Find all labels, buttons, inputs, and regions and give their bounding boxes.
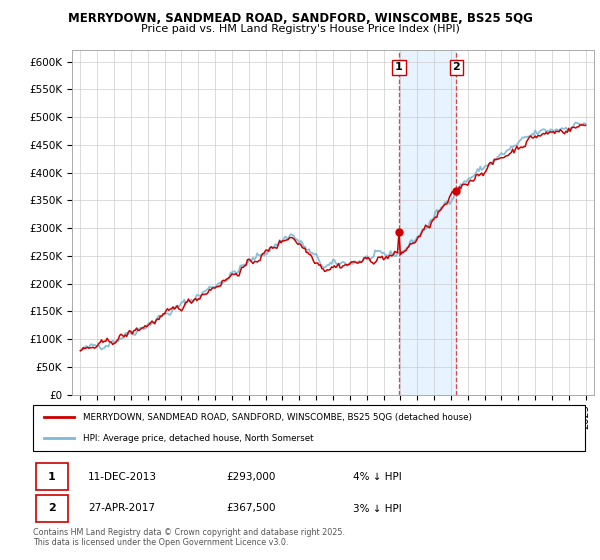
Text: 27-APR-2017: 27-APR-2017 bbox=[88, 503, 155, 514]
Text: £293,000: £293,000 bbox=[226, 472, 275, 482]
Text: 1: 1 bbox=[395, 63, 403, 72]
FancyBboxPatch shape bbox=[36, 495, 68, 522]
Text: 3% ↓ HPI: 3% ↓ HPI bbox=[353, 503, 402, 514]
Text: MERRYDOWN, SANDMEAD ROAD, SANDFORD, WINSCOMBE, BS25 5QG (detached house): MERRYDOWN, SANDMEAD ROAD, SANDFORD, WINS… bbox=[83, 413, 472, 422]
Text: Contains HM Land Registry data © Crown copyright and database right 2025.
This d: Contains HM Land Registry data © Crown c… bbox=[33, 528, 345, 547]
Text: £367,500: £367,500 bbox=[226, 503, 276, 514]
Text: 4% ↓ HPI: 4% ↓ HPI bbox=[353, 472, 402, 482]
FancyBboxPatch shape bbox=[36, 463, 68, 490]
Text: HPI: Average price, detached house, North Somerset: HPI: Average price, detached house, Nort… bbox=[83, 434, 313, 443]
Text: 11-DEC-2013: 11-DEC-2013 bbox=[88, 472, 157, 482]
Bar bbox=[399, 50, 457, 395]
Text: 2: 2 bbox=[48, 503, 56, 514]
Text: 2: 2 bbox=[452, 63, 460, 72]
Text: Price paid vs. HM Land Registry's House Price Index (HPI): Price paid vs. HM Land Registry's House … bbox=[140, 24, 460, 34]
FancyBboxPatch shape bbox=[33, 405, 585, 451]
Text: MERRYDOWN, SANDMEAD ROAD, SANDFORD, WINSCOMBE, BS25 5QG: MERRYDOWN, SANDMEAD ROAD, SANDFORD, WINS… bbox=[68, 12, 532, 25]
Text: 1: 1 bbox=[48, 472, 56, 482]
